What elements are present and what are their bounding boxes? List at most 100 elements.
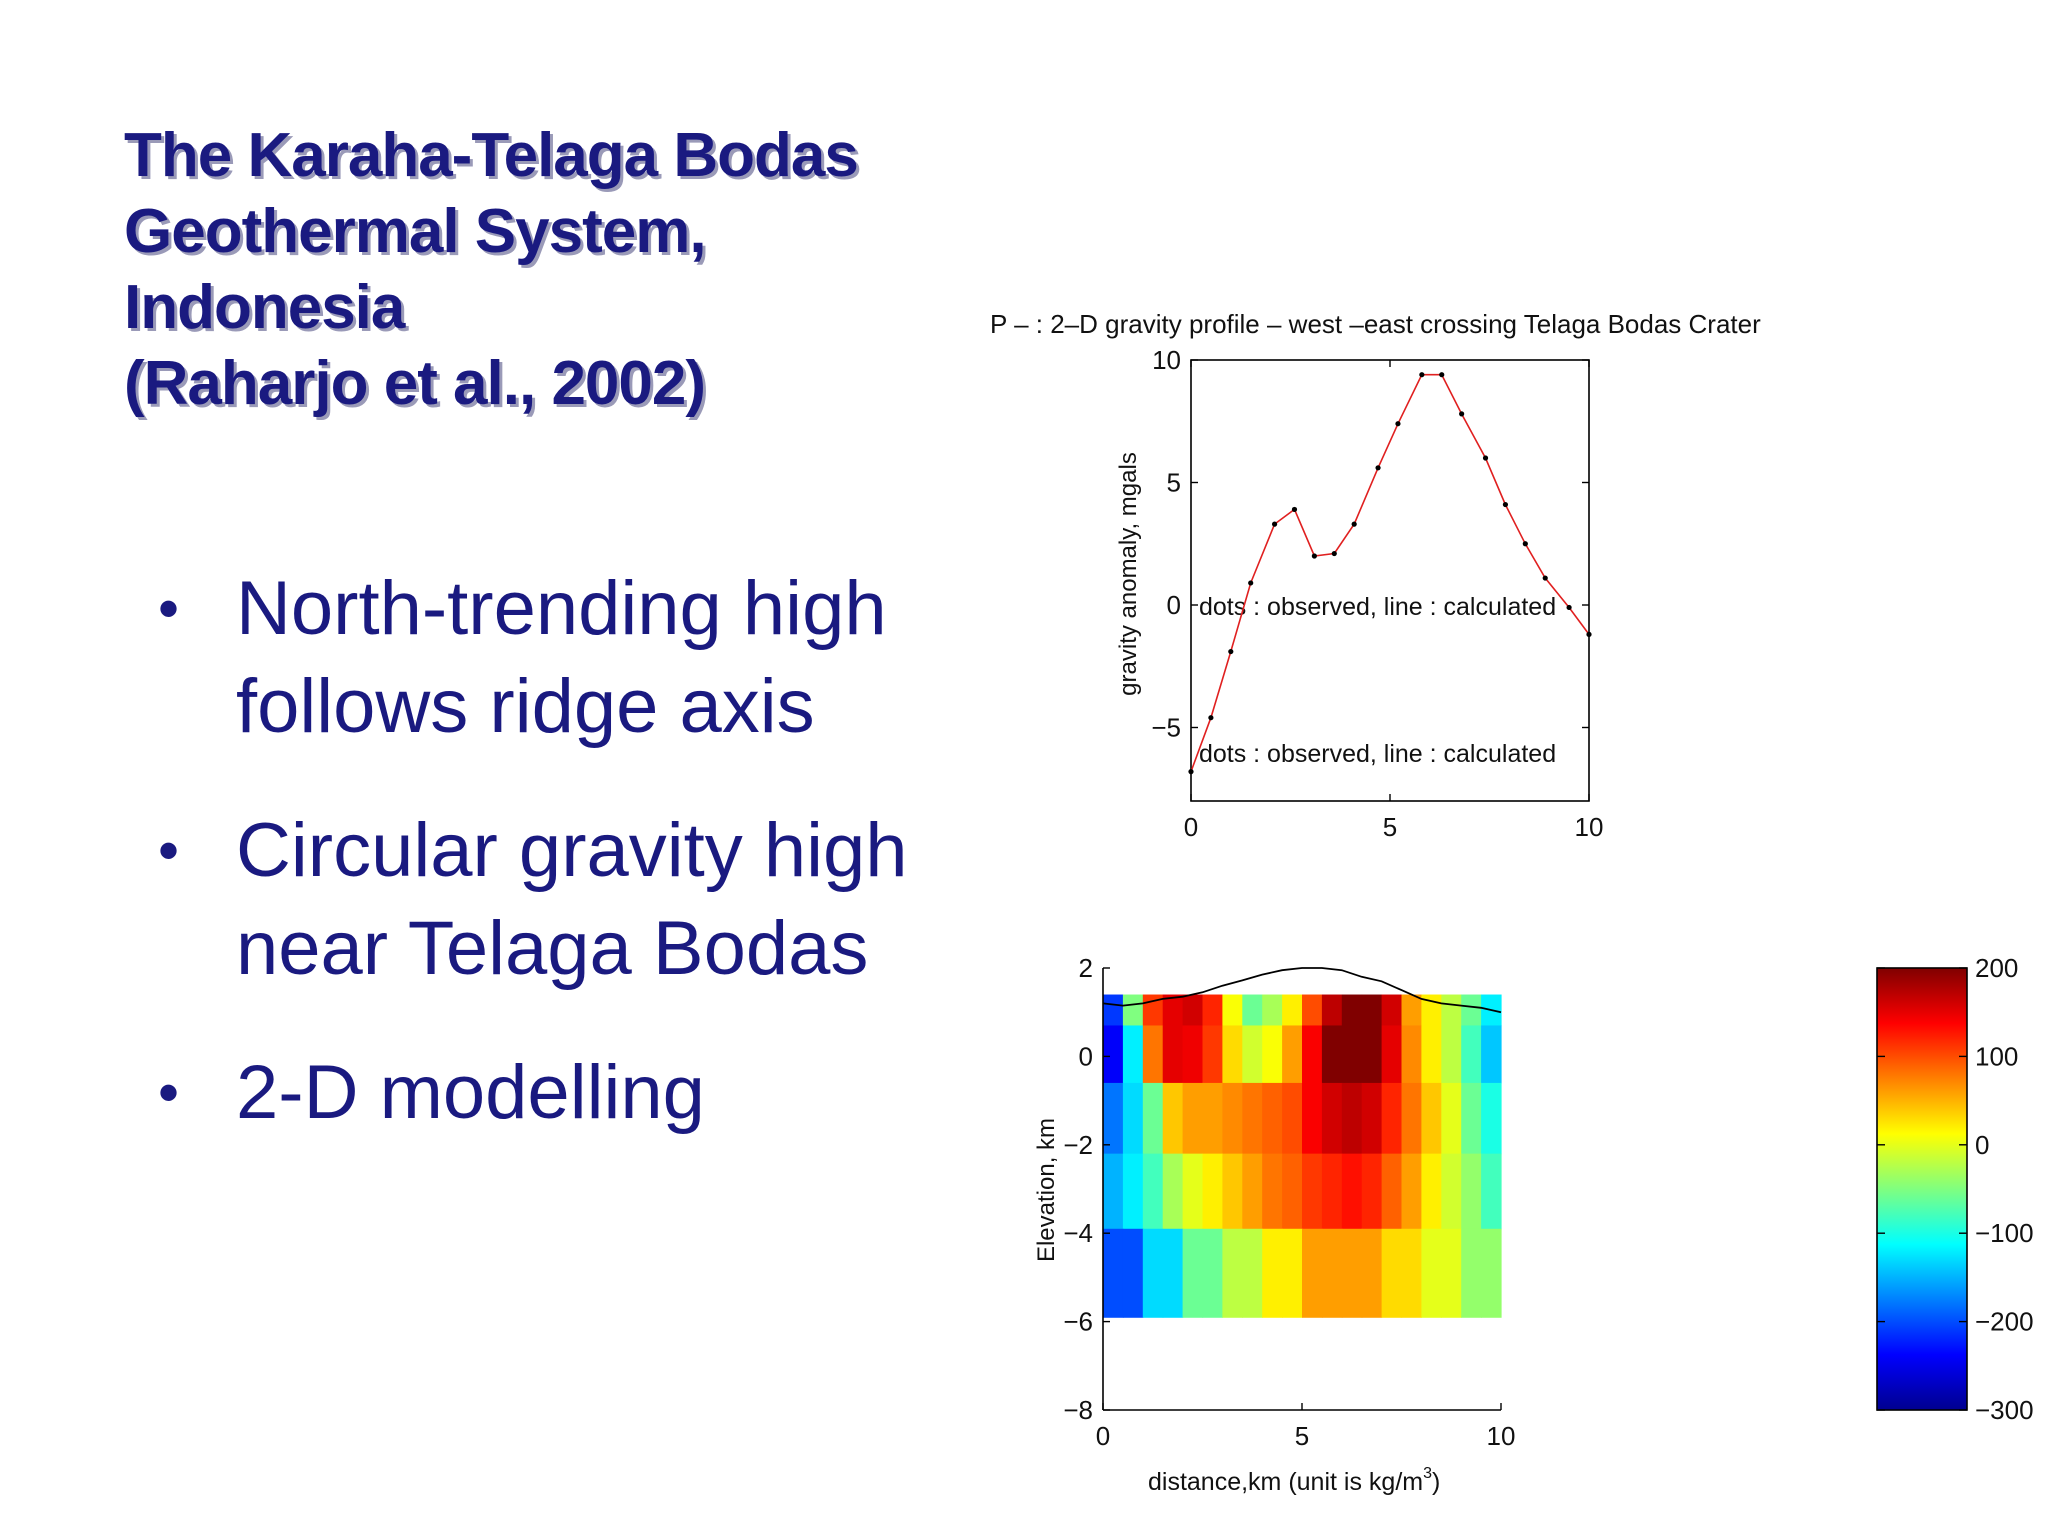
density-cell <box>1182 1228 1204 1318</box>
density-cell <box>1461 1082 1482 1155</box>
colorbar-gradient <box>1876 967 1968 1411</box>
density-cell <box>1103 1228 1124 1318</box>
density-cell <box>1481 1228 1502 1318</box>
topography-line <box>1102 967 1502 1014</box>
model-y-tick-label: −8 <box>1063 1395 1093 1425</box>
density-cell <box>1341 994 1363 1027</box>
gravity-profile-chart: P – : 2–D gravity profile – west –east c… <box>990 309 1761 842</box>
density-cell <box>1122 1082 1144 1155</box>
density-cell <box>1302 1025 1323 1084</box>
profile-y-tick-label: −5 <box>1151 713 1181 743</box>
density-cell <box>1421 1025 1442 1084</box>
observed-gravity-point <box>1291 506 1298 513</box>
observed-gravity-point <box>1188 769 1194 775</box>
density-cell <box>1361 1025 1383 1084</box>
density-cell <box>1202 1025 1223 1084</box>
profile-x-tick-label: 0 <box>1184 812 1198 842</box>
density-cell <box>1242 1025 1263 1084</box>
bullet-text-line: North-trending high <box>236 566 887 651</box>
density-cell <box>1162 1025 1184 1084</box>
density-cell <box>1461 1228 1482 1318</box>
profile-annotation: dots : observed, line : calculated <box>1199 740 1556 768</box>
density-cell <box>1222 1228 1243 1318</box>
density-cell <box>1481 1025 1502 1084</box>
bullet-item: • Circular gravity high near Telaga Boda… <box>150 802 1010 998</box>
model-y-tick-label: −4 <box>1063 1218 1093 1248</box>
observed-gravity-point <box>1351 521 1357 527</box>
colorbar-tick-label: 100 <box>1975 1041 2018 1071</box>
model-y-tick-label: −2 <box>1063 1130 1093 1160</box>
density-cell <box>1321 1082 1343 1155</box>
profile-y-tick-label: 10 <box>1152 345 1181 375</box>
density-cell <box>1222 994 1243 1027</box>
density-cell <box>1202 1082 1223 1155</box>
density-cell <box>1381 1153 1403 1230</box>
observed-gravity-point <box>1228 648 1234 655</box>
density-cell <box>1122 1228 1144 1318</box>
observed-gravity-point <box>1586 631 1592 638</box>
model-y-tick-label: 0 <box>1079 1041 1093 1071</box>
density-cell <box>1341 1025 1363 1084</box>
density-cell <box>1401 1082 1422 1155</box>
density-cell <box>1302 994 1323 1027</box>
model-y-tick-label: −6 <box>1063 1307 1093 1337</box>
density-cell <box>1282 1025 1303 1084</box>
density-model-chart: 20−2−4−6−80 5 10 Elevation, km distance,km… <box>1033 953 1515 1496</box>
density-cell <box>1202 1228 1223 1318</box>
density-cell <box>1401 1228 1422 1318</box>
bullet-dot: • <box>158 575 180 642</box>
density-cell <box>1401 994 1422 1027</box>
title-line: (Raharjo et al., 2002) <box>124 349 706 418</box>
density-cell <box>1341 1153 1363 1230</box>
density-cell <box>1242 1228 1263 1318</box>
density-cell <box>1142 1025 1164 1084</box>
model-y-axis-label: Elevation, km <box>1033 1118 1060 1262</box>
density-cell <box>1222 1025 1243 1084</box>
density-cell <box>1222 1082 1243 1155</box>
density-cell <box>1282 1228 1303 1318</box>
density-cell <box>1381 1082 1403 1155</box>
model-x-tick-label: 0 <box>1096 1421 1110 1451</box>
model-x-axis-label-sup: 3 <box>1423 1465 1432 1482</box>
observed-gravity-point <box>1566 604 1572 611</box>
density-cell <box>1122 1025 1144 1084</box>
density-cell <box>1441 1228 1462 1318</box>
density-cell <box>1461 994 1482 1027</box>
observed-gravity-point <box>1439 372 1445 378</box>
observed-gravity-point <box>1419 372 1425 378</box>
density-cell <box>1122 994 1144 1027</box>
density-cell <box>1103 1153 1124 1230</box>
density-cell <box>1202 994 1223 1027</box>
density-cell <box>1262 1082 1283 1155</box>
observed-gravity-point <box>1331 550 1337 557</box>
density-cell <box>1182 1025 1204 1084</box>
colorbar-tick-label: −200 <box>1975 1307 2034 1337</box>
bullet-text-line: 2-D modelling <box>236 1050 705 1135</box>
density-cell <box>1381 1025 1403 1084</box>
density-cell <box>1202 1153 1223 1230</box>
density-cell <box>1262 1228 1283 1318</box>
density-cell <box>1361 994 1383 1027</box>
observed-gravity-point <box>1522 541 1528 547</box>
density-cell <box>1461 1153 1482 1230</box>
bullet-list: • North-trending high follows ridge axis… <box>150 560 1010 1188</box>
bullet-dot: • <box>158 1059 180 1126</box>
observed-gravity-point <box>1375 465 1381 471</box>
slide-title: The Karaha-Telaga Bodas Geothermal Syste… <box>124 118 1024 422</box>
density-cell <box>1302 1082 1323 1155</box>
density-cell <box>1103 1082 1124 1155</box>
density-cell <box>1242 994 1263 1027</box>
density-cell <box>1222 1153 1243 1230</box>
calculated-gravity-line <box>1190 373 1590 772</box>
density-cell <box>1103 994 1124 1027</box>
density-cell <box>1262 1025 1283 1084</box>
profile-y-tick-label: 0 <box>1167 590 1181 620</box>
density-cell <box>1421 1082 1442 1155</box>
colorbar-tick-label: −300 <box>1975 1395 2034 1425</box>
density-cell <box>1182 1153 1204 1230</box>
observed-gravity-point <box>1502 501 1509 508</box>
title-line: The Karaha-Telaga Bodas <box>124 121 859 190</box>
density-cell <box>1461 1025 1482 1084</box>
model-x-axis-label-main: distance,km (unit is kg/m <box>1148 1468 1423 1496</box>
colorbar-tick-label: 0 <box>1975 1130 1989 1160</box>
